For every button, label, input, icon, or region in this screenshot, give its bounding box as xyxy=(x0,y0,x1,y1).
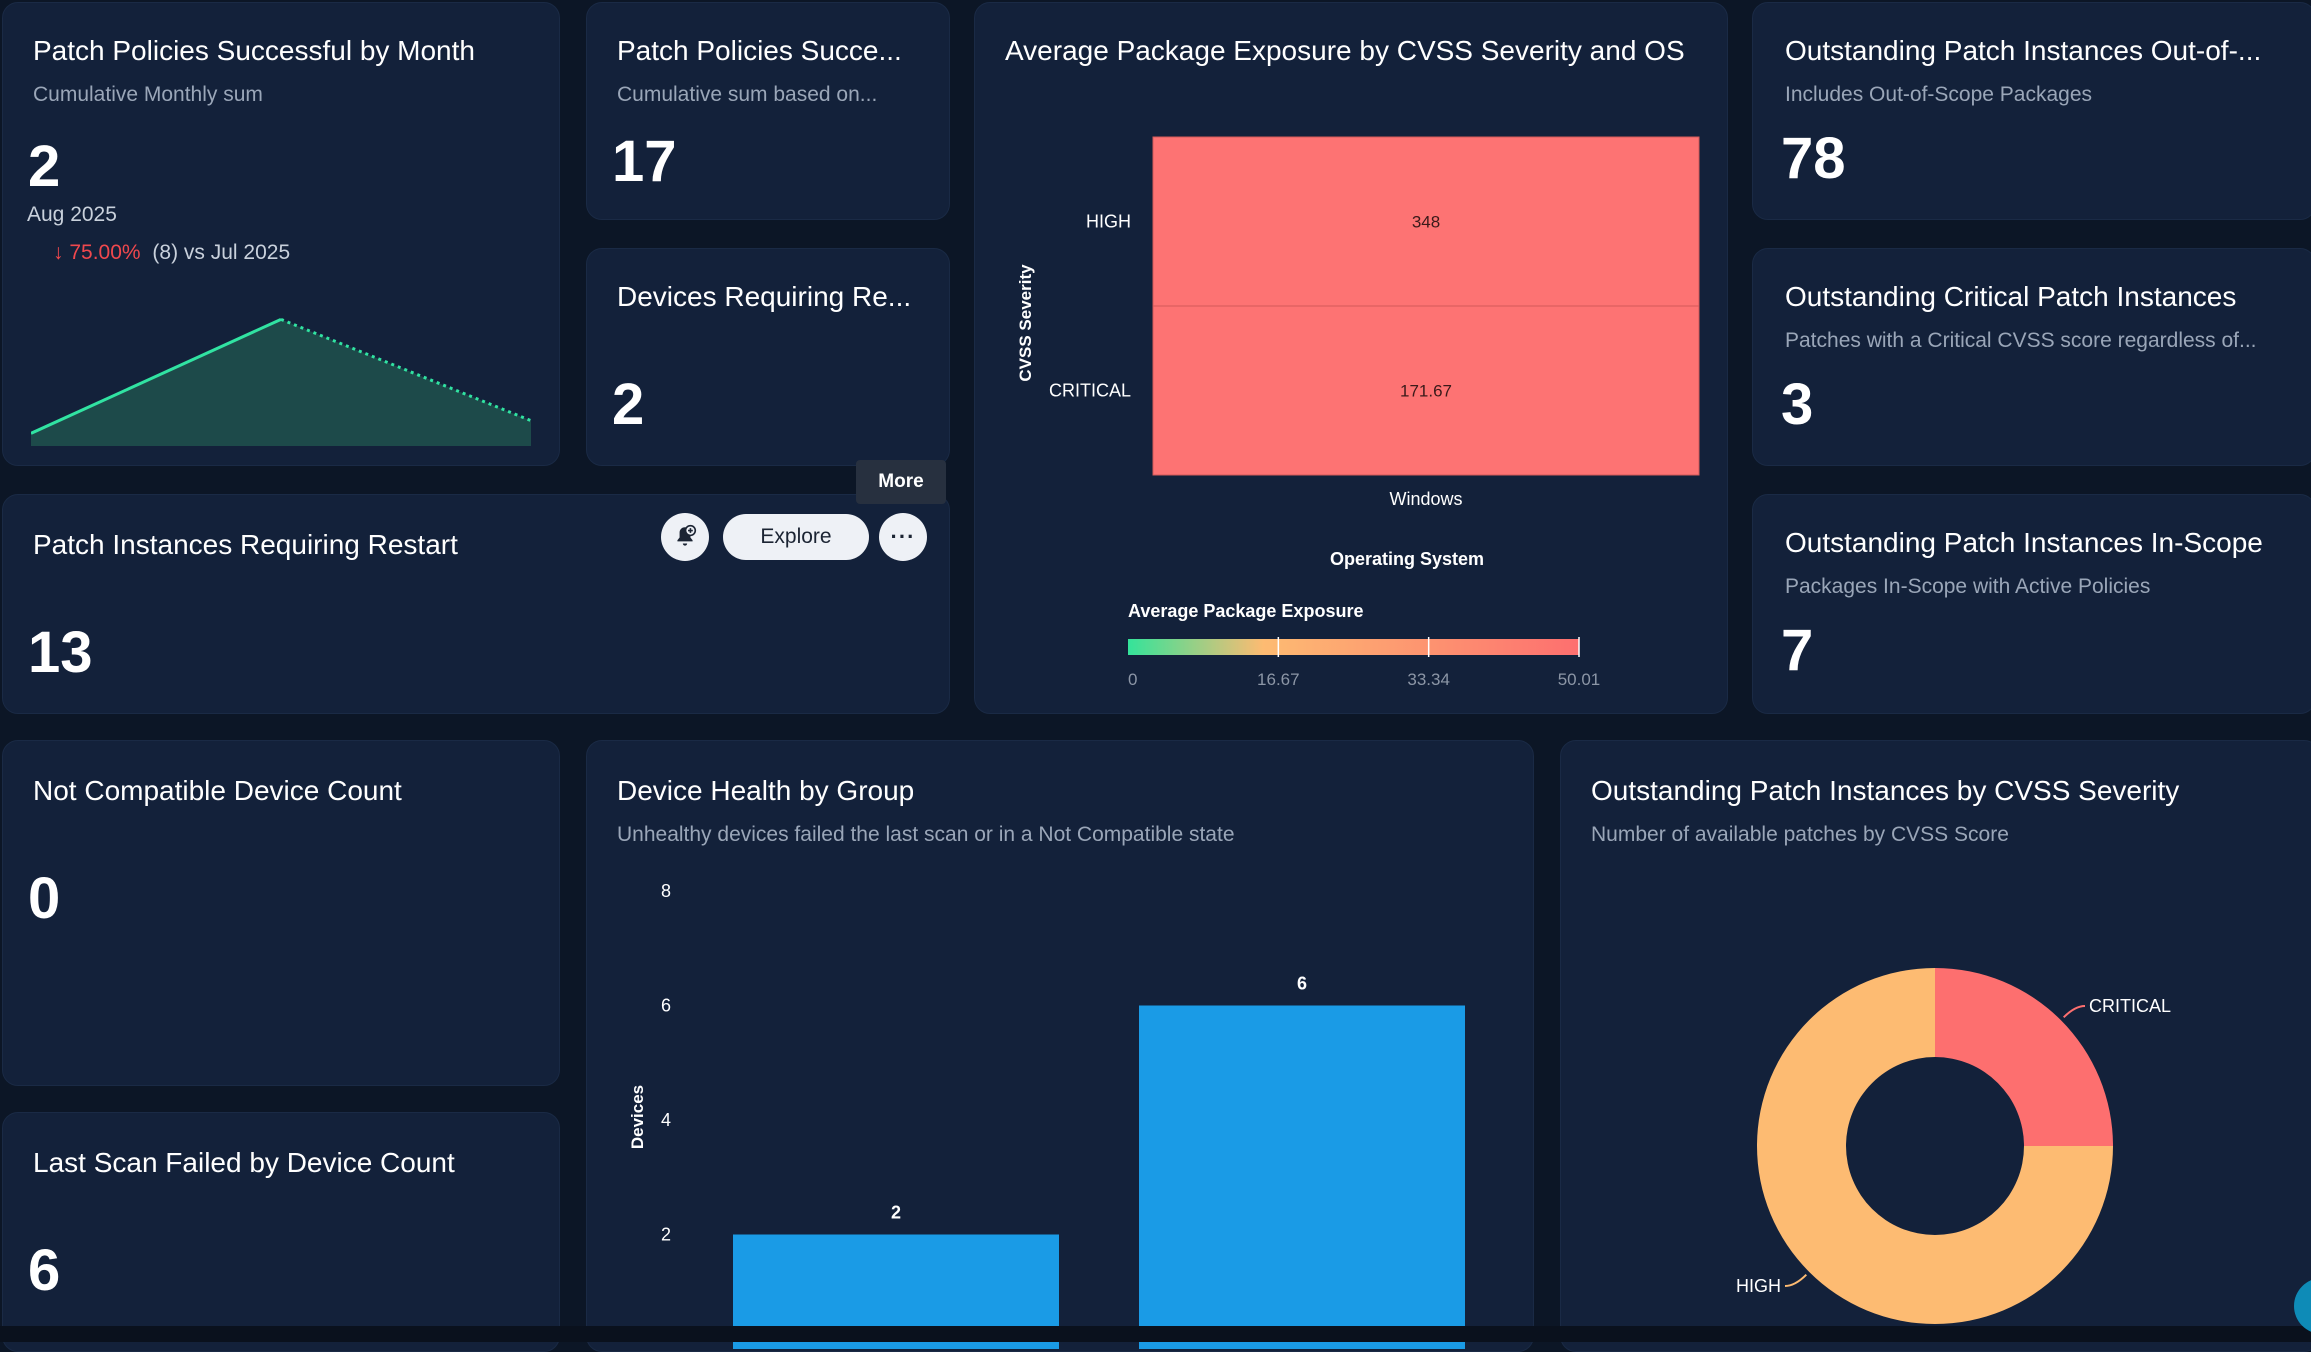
kpi-value: 2 xyxy=(612,372,645,437)
explore-button[interactable]: Explore xyxy=(723,514,869,560)
area-fill xyxy=(31,319,531,446)
legend-tick-label: 0 xyxy=(1128,670,1137,689)
monthly-area-chart xyxy=(31,317,531,446)
kpi-change: ↓ 75.00% (8) vs Jul 2025 xyxy=(53,241,290,265)
legend-title: Average Package Exposure xyxy=(1128,601,1363,621)
kpi-value: 7 xyxy=(1781,618,1814,683)
slice-leader-line xyxy=(1784,1273,1808,1288)
y-tick-label: CRITICAL xyxy=(1049,381,1131,401)
y-axis-label: Devices xyxy=(628,1085,647,1149)
change-text: (8) vs Jul 2025 xyxy=(152,241,291,264)
bar xyxy=(1139,1005,1465,1349)
card-title: Device Health by Group xyxy=(617,775,915,806)
card-outstanding-out-of-scope[interactable]: Outstanding Patch Instances Out-of-... I… xyxy=(1752,2,2311,220)
y-axis-label: CVSS Severity xyxy=(1016,264,1035,382)
legend-tick-label: 50.01 xyxy=(1558,670,1601,689)
bar-value-label: 6 xyxy=(1297,974,1307,994)
legend-tick-label: 16.67 xyxy=(1257,670,1300,689)
card-patch-policies-success[interactable]: Patch Policies Succe... Cumulative sum b… xyxy=(586,2,950,220)
card-patch-policies-by-month[interactable]: Patch Policies Successful by Month Cumul… xyxy=(2,2,560,466)
y-tick-label: 6 xyxy=(661,996,671,1016)
card-average-package-exposure[interactable]: Average Package Exposure by CVSS Severit… xyxy=(974,2,1728,714)
heatmap-cell xyxy=(1152,136,1700,307)
slice-label: HIGH xyxy=(1736,1276,1781,1296)
card-subtitle: Cumulative sum based on... xyxy=(617,83,878,106)
card-title: Patch Policies Successful by Month xyxy=(33,35,475,66)
card-title: Outstanding Patch Instances Out-of-... xyxy=(1785,35,2262,66)
bell-plus-icon xyxy=(677,524,697,546)
y-tick-label: 2 xyxy=(661,1225,671,1245)
card-subtitle: Unhealthy devices failed the last scan o… xyxy=(617,823,1235,846)
slice-label: CRITICAL xyxy=(2089,996,2171,1016)
change-percent: 75.00% xyxy=(69,241,141,264)
kpi-value: 2 xyxy=(28,134,61,199)
ellipsis-icon: ··· xyxy=(890,524,916,549)
more-options-button[interactable]: ··· xyxy=(879,513,927,561)
card-outstanding-in-scope[interactable]: Outstanding Patch Instances In-Scope Pac… xyxy=(1752,494,2311,714)
donut-slice xyxy=(1935,968,2113,1146)
line-segment xyxy=(280,317,531,423)
card-outstanding-by-cvss[interactable]: Outstanding Patch Instances by CVSS Seve… xyxy=(1560,740,2311,1352)
cell-value-label: 171.67 xyxy=(1400,382,1452,401)
more-tooltip: More xyxy=(856,460,946,504)
help-bubble-button[interactable] xyxy=(2294,1278,2311,1334)
legend-colorbar xyxy=(1128,639,1579,655)
legend-tick-label: 33.34 xyxy=(1407,670,1450,689)
card-title: Patch Instances Requiring Restart xyxy=(33,529,458,560)
horizontal-scrollbar[interactable] xyxy=(0,1326,2311,1342)
add-alert-button[interactable] xyxy=(661,513,709,561)
card-title: Outstanding Critical Patch Instances xyxy=(1785,281,2237,312)
card-subtitle: Patches with a Critical CVSS score regar… xyxy=(1785,329,2257,352)
cell-value-label: 348 xyxy=(1412,213,1440,232)
kpi-value: 0 xyxy=(28,866,61,931)
kpi-value: 3 xyxy=(1781,372,1814,437)
card-devices-requiring-restart[interactable]: Devices Requiring Re... 2 xyxy=(586,248,950,466)
bar-value-label: 2 xyxy=(891,1203,901,1223)
card-title: Average Package Exposure by CVSS Severit… xyxy=(1005,35,1685,66)
donut-slice xyxy=(1757,968,2113,1324)
card-outstanding-critical[interactable]: Outstanding Critical Patch Instances Pat… xyxy=(1752,248,2311,466)
kpi-value: 6 xyxy=(28,1238,61,1303)
x-axis-label: Operating System xyxy=(1330,549,1484,569)
card-subtitle: Cumulative Monthly sum xyxy=(33,83,263,106)
card-title: Last Scan Failed by Device Count xyxy=(33,1147,455,1178)
exposure-heatmap: 348 HIGH 171.67 CRITICAL Windows Operating Sy… xyxy=(1016,136,1700,689)
card-title: Outstanding Patch Instances by CVSS Seve… xyxy=(1591,775,2180,806)
card-subtitle: Number of available patches by CVSS Scor… xyxy=(1591,823,2009,846)
slice-leader-line xyxy=(2062,1004,2086,1019)
card-subtitle: Includes Out-of-Scope Packages xyxy=(1785,83,2093,106)
card-title: Not Compatible Device Count xyxy=(33,775,402,806)
arrow-down-icon: ↓ xyxy=(53,241,64,264)
cvss-donut-chart: CRITICAL HIGH xyxy=(1736,968,2171,1324)
card-device-health-by-group[interactable]: Device Health by Group Unhealthy devices… xyxy=(586,740,1534,1352)
device-health-bar-chart: 2 4 6 8 Devices 2 6 xyxy=(628,881,1465,1349)
card-last-scan-failed[interactable]: Last Scan Failed by Device Count 6 xyxy=(2,1112,560,1352)
kpi-value: 13 xyxy=(28,620,93,685)
line-segment xyxy=(31,317,282,435)
card-patch-instances-restart[interactable]: Patch Instances Requiring Restart 13 Exp… xyxy=(2,494,950,714)
y-tick-label: HIGH xyxy=(1086,212,1131,232)
card-title: Devices Requiring Re... xyxy=(617,281,912,312)
card-title: Patch Policies Succe... xyxy=(617,35,902,66)
kpi-period: Aug 2025 xyxy=(27,203,117,226)
card-not-compatible-count[interactable]: Not Compatible Device Count 0 xyxy=(2,740,560,1086)
y-tick-label: 8 xyxy=(661,881,671,901)
y-tick-label: 4 xyxy=(661,1110,671,1130)
kpi-value: 78 xyxy=(1781,126,1846,191)
kpi-value: 17 xyxy=(612,129,677,194)
card-title: Outstanding Patch Instances In-Scope xyxy=(1785,527,2263,558)
heatmap-cell xyxy=(1152,305,1700,476)
card-subtitle: Packages In-Scope with Active Policies xyxy=(1785,575,2151,598)
x-tick-label: Windows xyxy=(1389,489,1462,509)
